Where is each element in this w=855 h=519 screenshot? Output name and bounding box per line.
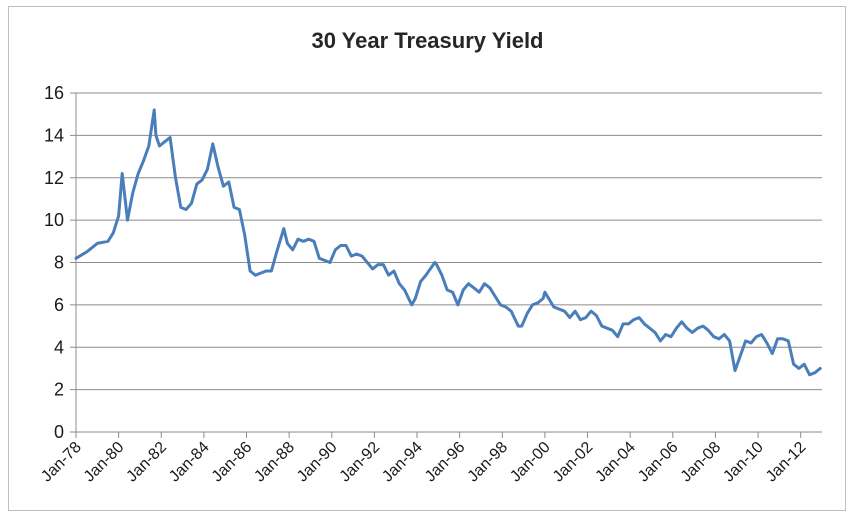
x-tick-label: Jan-82 (123, 439, 170, 486)
x-tick-label: Jan-80 (81, 439, 128, 486)
x-tick-label: Jan-06 (635, 439, 682, 486)
x-tick-label: Jan-96 (422, 439, 469, 486)
x-tick-label: Jan-12 (763, 439, 810, 486)
y-tick-label: 4 (54, 337, 64, 357)
x-tick-label: Jan-00 (507, 439, 554, 486)
x-tick-label: Jan-94 (379, 439, 426, 486)
x-tick-label: Jan-88 (251, 439, 298, 486)
x-tick-label: Jan-02 (550, 439, 597, 486)
x-axis-ticks: Jan-78Jan-80Jan-82Jan-84Jan-86Jan-88Jan-… (38, 432, 810, 486)
series-line (74, 108, 822, 377)
gridlines (76, 92, 822, 391)
y-tick-label: 2 (54, 380, 64, 400)
x-tick-label: Jan-08 (678, 439, 725, 486)
chart-frame (8, 6, 846, 511)
y-tick-label: 6 (54, 295, 64, 315)
x-tick-label: Jan-84 (166, 439, 213, 486)
x-tick-label: Jan-98 (465, 439, 512, 486)
y-tick-label: 10 (44, 210, 64, 230)
x-tick-label: Jan-04 (592, 439, 639, 486)
x-tick-label: Jan-78 (38, 439, 85, 486)
x-tick-label: Jan-10 (720, 439, 767, 486)
series-group (74, 108, 822, 377)
y-axis-ticks: 0 2 4 6 8 10 12 14 16 (44, 83, 76, 442)
x-tick-label: Jan-92 (337, 439, 384, 486)
x-tick-label: Jan-90 (294, 439, 341, 486)
y-tick-label: 0 (54, 422, 64, 442)
y-tick-label: 16 (44, 83, 64, 103)
chart-title: 30 Year Treasury Yield (311, 28, 544, 53)
y-tick-label: 8 (54, 253, 64, 273)
x-tick-label: Jan-86 (209, 439, 256, 486)
y-tick-label: 12 (44, 168, 64, 188)
y-tick-label: 14 (44, 125, 64, 145)
